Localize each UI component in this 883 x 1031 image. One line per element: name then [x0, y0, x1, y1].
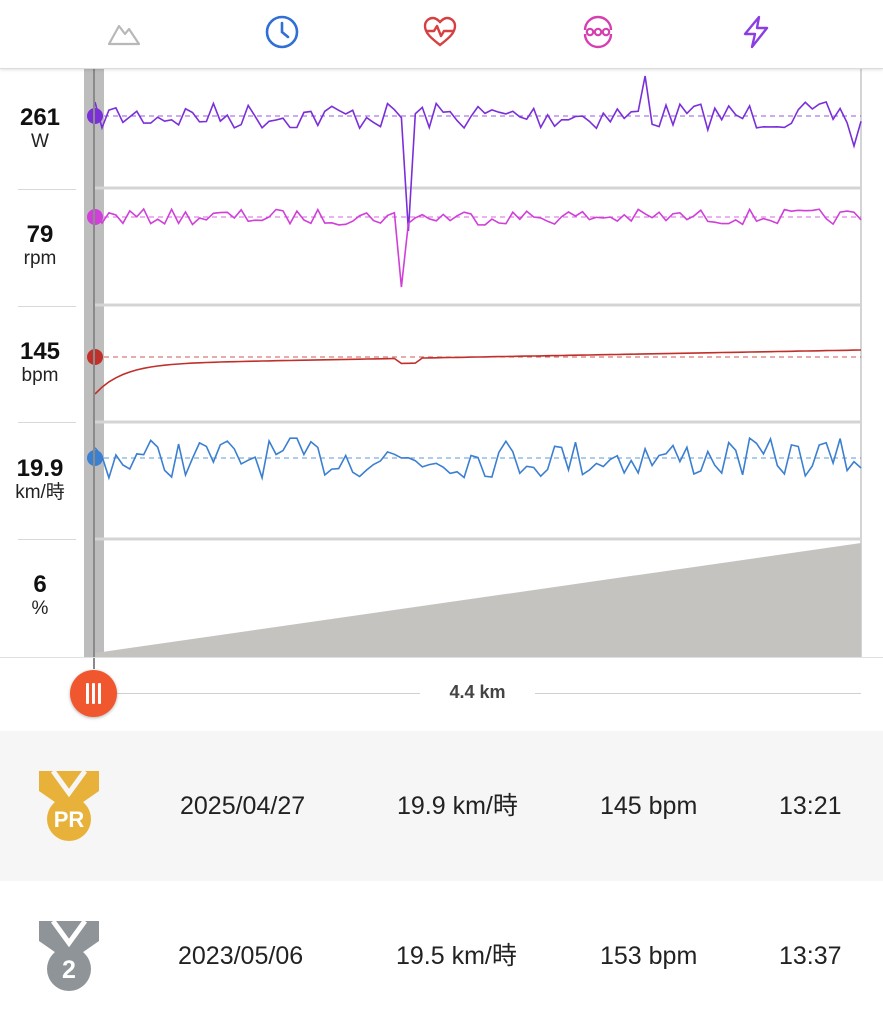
heart-rate-unit: bpm	[21, 365, 59, 386]
second-place-medal-icon: 2	[39, 919, 99, 991]
workout-chart: 261 W 79 rpm 145 bpm 19.9 km/時 6 % 4.4 k…	[0, 69, 883, 732]
divider	[18, 422, 76, 423]
grade-readout: 6 %	[0, 572, 80, 620]
power-trace	[94, 75, 862, 232]
power-readout: 261 W	[0, 105, 80, 153]
cadence-trace	[94, 207, 862, 288]
cadence-cursor-dot	[87, 209, 103, 225]
heart-rate-value: 145	[19, 338, 61, 365]
speed-unit: km/時	[15, 482, 65, 503]
divider	[18, 306, 76, 307]
record-speed: 19.9 km/時	[397, 792, 518, 820]
record-heart-rate: 145 bpm	[600, 792, 698, 820]
heart-rate-readout: 145 bpm	[0, 339, 80, 387]
cursor-line	[93, 69, 95, 669]
cadence-icon[interactable]	[580, 14, 616, 50]
scrubber-track[interactable]	[115, 693, 420, 694]
grade-area	[95, 543, 861, 657]
scrubber-handle[interactable]	[70, 670, 117, 717]
grade-unit: %	[31, 598, 49, 619]
scrubber-track[interactable]	[535, 693, 861, 694]
pr-medal-icon: PR	[39, 769, 99, 841]
lightning-icon[interactable]	[738, 14, 774, 50]
cadence-value: 79	[26, 221, 54, 248]
medal-label: PR	[54, 807, 85, 832]
grade-value: 6	[33, 571, 47, 598]
distance-scrubber: 4.4 km	[0, 657, 883, 732]
mountain-icon[interactable]	[106, 14, 142, 50]
record-speed: 19.5 km/時	[396, 942, 517, 970]
record-time: 13:21	[779, 792, 842, 820]
metric-tab-bar	[0, 0, 883, 69]
heart-rate-icon[interactable]	[422, 14, 458, 50]
speed-cursor-dot	[87, 450, 103, 466]
clock-icon[interactable]	[264, 14, 300, 50]
speed-trace	[94, 436, 862, 481]
speed-value: 19.9	[16, 455, 64, 482]
medal-label: 2	[62, 956, 76, 984]
cadence-unit: rpm	[23, 248, 57, 269]
divider	[18, 189, 76, 190]
record-row[interactable]: 2 2023/05/06 19.5 km/時 153 bpm 13:37	[0, 881, 883, 1031]
distance-label: 4.4 km	[449, 682, 506, 702]
metric-labels: 261 W 79 rpm 145 bpm 19.9 km/時 6 %	[0, 69, 80, 657]
cadence-readout: 79 rpm	[0, 222, 80, 270]
power-unit: W	[31, 131, 49, 152]
metric-plots	[87, 69, 862, 657]
record-date: 2023/05/06	[178, 942, 304, 970]
record-heart-rate: 153 bpm	[600, 942, 698, 970]
record-time: 13:37	[779, 942, 842, 970]
heart-rate-trace	[94, 349, 862, 395]
record-date: 2025/04/27	[180, 792, 306, 820]
power-cursor-dot	[87, 108, 103, 124]
power-value: 261	[19, 104, 61, 131]
divider	[18, 539, 76, 540]
speed-readout: 19.9 km/時	[0, 456, 80, 504]
heart-rate-cursor-dot	[87, 349, 103, 365]
record-row[interactable]: PR 2025/04/27 19.9 km/時 145 bpm 13:21	[0, 731, 883, 881]
